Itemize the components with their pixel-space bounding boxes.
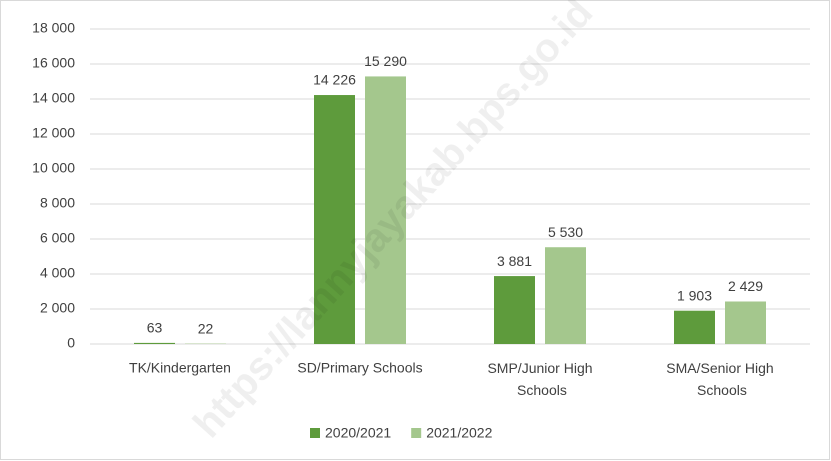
value-label: 1 903 xyxy=(677,287,712,303)
y-tick-label: 6 000 xyxy=(40,230,75,246)
legend-label: 2020/2021 xyxy=(325,425,391,441)
legend-label: 2021/2022 xyxy=(426,425,492,441)
bar xyxy=(314,95,355,344)
y-tick-label: 12 000 xyxy=(32,125,75,141)
bar xyxy=(134,342,175,344)
value-label: 63 xyxy=(147,320,163,336)
y-tick-label: 10 000 xyxy=(32,160,75,176)
y-tick-label: 8 000 xyxy=(40,195,75,211)
y-tick-label: 16 000 xyxy=(32,55,75,71)
x-tick-label: SMP/Junior High Schools xyxy=(487,360,592,398)
value-label: 14 226 xyxy=(313,72,356,88)
bar xyxy=(365,76,406,345)
bar xyxy=(494,276,535,344)
x-tick-label: SD/Primary Schools xyxy=(297,360,422,376)
bar xyxy=(545,247,586,344)
value-label: 5 530 xyxy=(548,224,583,240)
bar xyxy=(674,310,715,344)
y-tick-label: 14 000 xyxy=(32,90,75,106)
legend-swatch xyxy=(310,428,320,438)
bar xyxy=(725,301,766,344)
legend-swatch xyxy=(411,428,422,438)
value-label: 15 290 xyxy=(364,53,407,69)
x-tick-label: TK/Kindergarten xyxy=(129,360,231,376)
x-tick-label: SMA/Senior High Schools xyxy=(666,360,773,398)
y-tick-label: 4 000 xyxy=(40,265,75,281)
y-tick-label: 2 000 xyxy=(40,300,75,316)
y-tick-label: 18 000 xyxy=(32,20,75,36)
value-label: 2 429 xyxy=(728,278,763,294)
value-label: 22 xyxy=(198,320,214,336)
value-label: 3 881 xyxy=(497,253,532,269)
y-tick-label: 0 xyxy=(67,335,75,351)
